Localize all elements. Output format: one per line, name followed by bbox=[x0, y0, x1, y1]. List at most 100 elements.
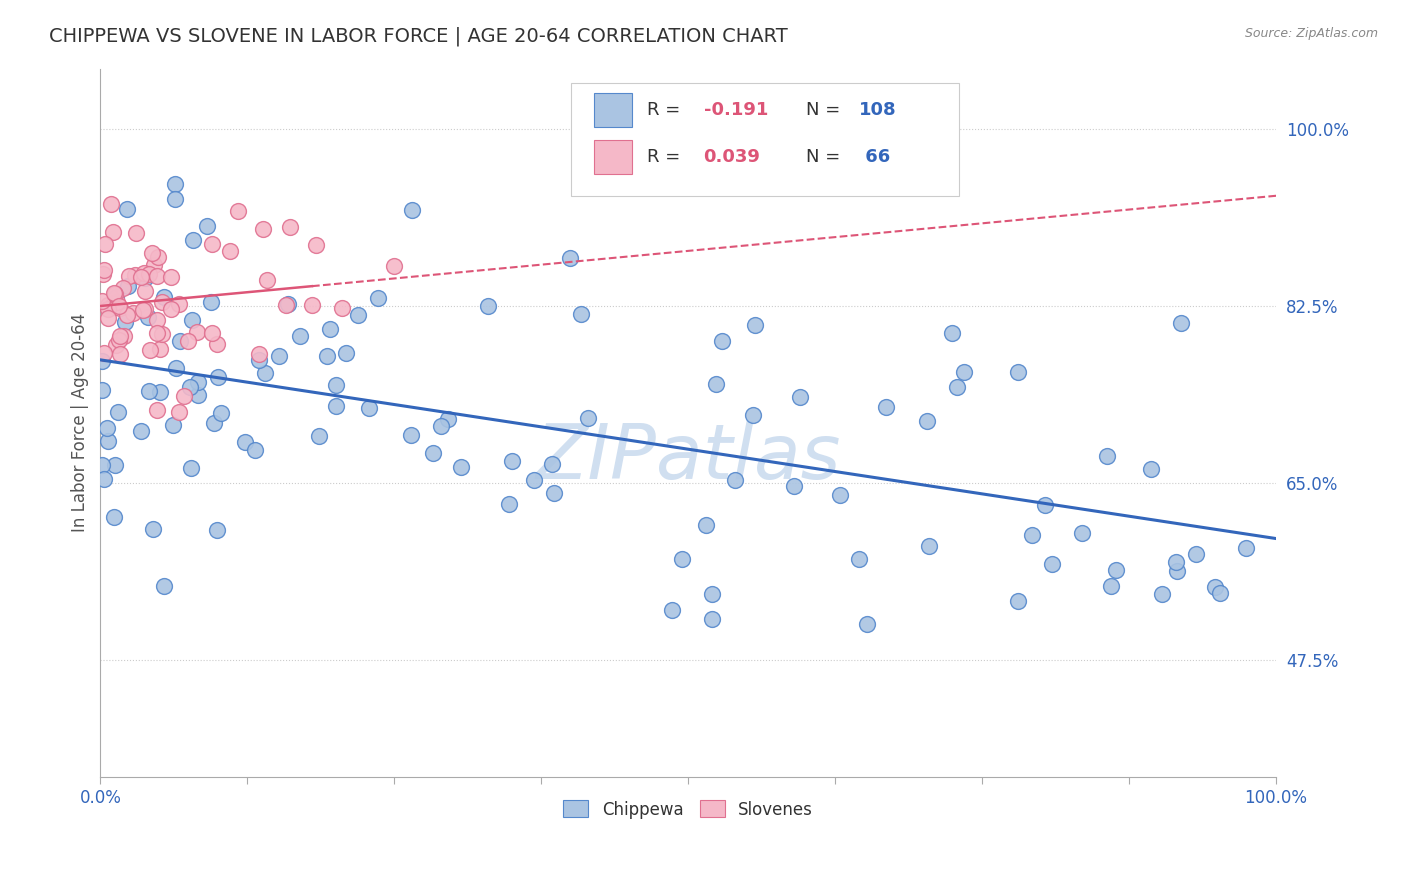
Point bbox=[941, 326, 963, 340]
Point bbox=[1007, 365, 1029, 379]
Point bbox=[138, 384, 160, 398]
Point bbox=[195, 219, 218, 233]
Point bbox=[207, 523, 229, 537]
Point bbox=[1021, 528, 1043, 542]
Point bbox=[301, 298, 323, 312]
Text: 108: 108 bbox=[859, 102, 897, 120]
Point bbox=[1007, 594, 1029, 608]
Point bbox=[201, 326, 224, 340]
Point bbox=[134, 302, 156, 317]
Point bbox=[114, 328, 136, 343]
Point bbox=[153, 578, 176, 592]
Text: 66: 66 bbox=[859, 148, 890, 166]
Point bbox=[541, 457, 564, 471]
Point bbox=[247, 346, 270, 360]
Point bbox=[122, 306, 145, 320]
Point bbox=[848, 552, 870, 566]
Point bbox=[177, 334, 200, 348]
FancyBboxPatch shape bbox=[571, 83, 959, 196]
Point bbox=[724, 474, 747, 488]
Point bbox=[104, 286, 127, 301]
Point bbox=[569, 307, 592, 321]
Point bbox=[946, 380, 969, 394]
Point bbox=[325, 378, 347, 392]
Point bbox=[118, 268, 141, 283]
Point bbox=[148, 384, 170, 399]
Point bbox=[711, 334, 734, 349]
Point bbox=[180, 461, 202, 475]
Point bbox=[93, 472, 115, 486]
Point bbox=[201, 236, 224, 251]
Point bbox=[117, 279, 139, 293]
Point bbox=[1033, 498, 1056, 512]
Point bbox=[576, 411, 599, 425]
Point bbox=[132, 303, 155, 318]
Text: N =: N = bbox=[806, 102, 846, 120]
Point bbox=[789, 390, 811, 404]
Point bbox=[702, 586, 724, 600]
Point bbox=[200, 294, 222, 309]
Point bbox=[219, 244, 242, 259]
Point bbox=[169, 334, 191, 348]
Point bbox=[704, 376, 727, 391]
Point bbox=[167, 296, 190, 310]
Point bbox=[146, 313, 169, 327]
Point bbox=[267, 349, 290, 363]
Point bbox=[247, 353, 270, 368]
Legend: Chippewa, Slovenes: Chippewa, Slovenes bbox=[557, 794, 820, 825]
Point bbox=[856, 616, 879, 631]
Point bbox=[108, 329, 131, 343]
Point bbox=[111, 281, 134, 295]
Point bbox=[179, 380, 201, 394]
Point bbox=[347, 308, 370, 322]
Point bbox=[357, 401, 380, 416]
Y-axis label: In Labor Force | Age 20-64: In Labor Force | Age 20-64 bbox=[72, 313, 89, 533]
Point bbox=[744, 318, 766, 333]
Point bbox=[875, 401, 897, 415]
Point bbox=[430, 419, 453, 434]
Point bbox=[162, 418, 184, 433]
Point bbox=[202, 417, 225, 431]
Point bbox=[252, 222, 274, 236]
Point bbox=[110, 347, 132, 361]
Point bbox=[142, 258, 165, 272]
Point bbox=[105, 295, 128, 310]
Point bbox=[671, 551, 693, 566]
Point bbox=[256, 273, 278, 287]
Point bbox=[160, 270, 183, 285]
Text: N =: N = bbox=[806, 148, 846, 166]
Text: R =: R = bbox=[647, 148, 686, 166]
Point bbox=[702, 612, 724, 626]
Point bbox=[124, 268, 146, 282]
Point bbox=[91, 458, 114, 473]
Point bbox=[103, 295, 125, 310]
Point bbox=[104, 458, 127, 472]
Point bbox=[165, 177, 187, 191]
Point bbox=[437, 411, 460, 425]
Point bbox=[187, 388, 209, 402]
Point bbox=[142, 522, 165, 536]
Point bbox=[319, 322, 342, 336]
Point bbox=[498, 497, 520, 511]
Point bbox=[1105, 563, 1128, 577]
Bar bbox=[595, 140, 631, 174]
Point bbox=[1099, 579, 1122, 593]
Point bbox=[245, 442, 267, 457]
Point bbox=[134, 284, 156, 298]
Point bbox=[1204, 580, 1226, 594]
Point bbox=[103, 225, 125, 239]
Text: Source: ZipAtlas.com: Source: ZipAtlas.com bbox=[1244, 27, 1378, 40]
Point bbox=[134, 271, 156, 285]
Point bbox=[115, 202, 138, 217]
Point bbox=[150, 295, 173, 310]
Point bbox=[915, 414, 938, 428]
Point bbox=[165, 360, 187, 375]
Point bbox=[235, 435, 257, 450]
Point bbox=[90, 294, 112, 309]
Point bbox=[94, 237, 117, 252]
Point bbox=[918, 539, 941, 553]
Point bbox=[160, 301, 183, 316]
Point bbox=[422, 446, 444, 460]
Point bbox=[186, 325, 208, 339]
Point bbox=[226, 203, 249, 218]
